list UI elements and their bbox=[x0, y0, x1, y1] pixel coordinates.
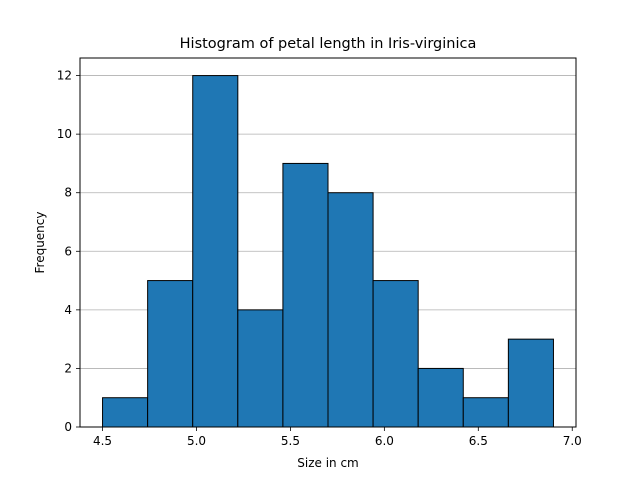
histogram-bar-1 bbox=[147, 280, 194, 428]
x-tick-label-3: 6.0 bbox=[375, 434, 394, 448]
y-tick-label-5: 10 bbox=[57, 127, 72, 141]
y-tick-label-4: 8 bbox=[64, 186, 72, 200]
y-tick-label-3: 6 bbox=[64, 244, 72, 258]
y-axis-label: Frequency bbox=[33, 212, 47, 274]
y-tick-label-1: 2 bbox=[64, 361, 72, 375]
histogram-bar-6 bbox=[372, 280, 419, 428]
x-tick-label-5: 7.0 bbox=[563, 434, 582, 448]
x-tick-label-2: 5.5 bbox=[281, 434, 300, 448]
histogram-bar-4 bbox=[282, 162, 329, 428]
histogram-bar-8 bbox=[462, 397, 509, 428]
y-tick-label-2: 4 bbox=[64, 303, 72, 317]
chart-title: Histogram of petal length in Iris-virgin… bbox=[180, 36, 477, 52]
y-axis-ticks: 0 2 4 6 8 10 12 bbox=[57, 69, 80, 434]
histogram-bar-9 bbox=[507, 338, 554, 428]
histogram-bars bbox=[102, 75, 554, 428]
histogram-bar-2 bbox=[192, 75, 239, 428]
y-tick-label-6: 12 bbox=[57, 69, 72, 83]
histogram-bar-7 bbox=[417, 367, 464, 428]
plot-frame bbox=[79, 57, 577, 428]
x-tick-label-1: 5.0 bbox=[187, 434, 206, 448]
histogram-bar-5 bbox=[327, 192, 374, 428]
y-tick-label-0: 0 bbox=[64, 420, 72, 434]
x-axis-ticks: 4.5 5.0 5.5 6.0 6.5 7.0 bbox=[93, 427, 582, 448]
histogram-bar-3 bbox=[237, 309, 284, 428]
x-tick-label-4: 6.5 bbox=[469, 434, 488, 448]
x-tick-label-0: 4.5 bbox=[93, 434, 112, 448]
x-axis-label: Size in cm bbox=[297, 456, 359, 470]
histogram-bar-0 bbox=[102, 397, 149, 428]
